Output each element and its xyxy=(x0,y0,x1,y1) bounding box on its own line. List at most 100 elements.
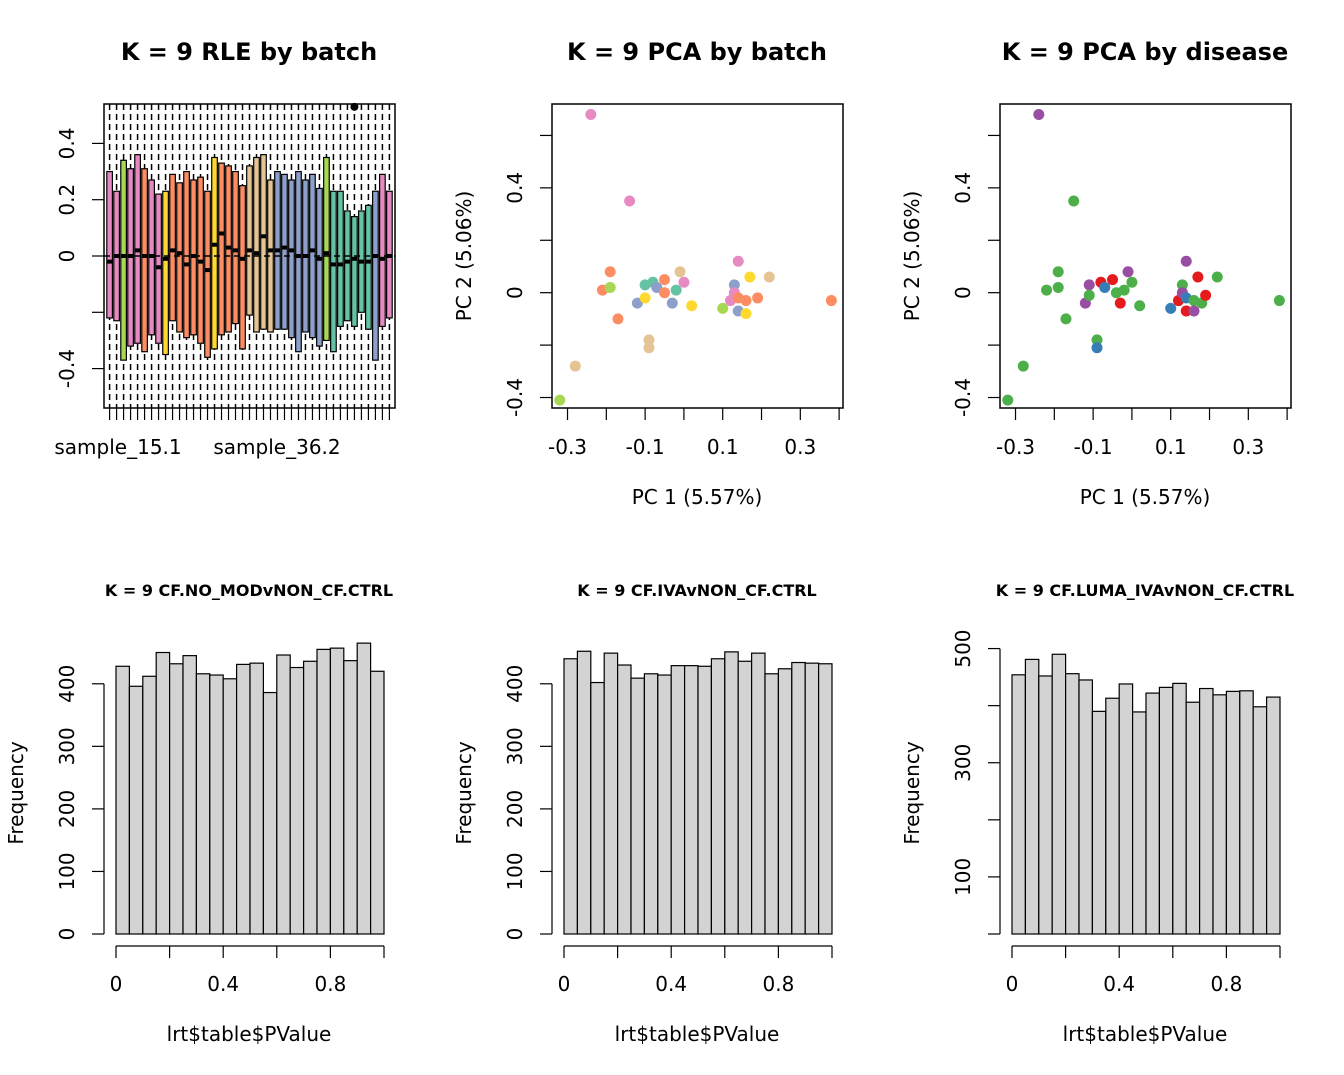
pca-point xyxy=(740,295,752,307)
histogram-bar xyxy=(683,665,699,935)
hist-x-tick-label: 0 xyxy=(558,972,571,996)
hist-iva-bars xyxy=(563,650,833,935)
rle-box xyxy=(344,210,351,322)
pca-point xyxy=(678,276,690,288)
pca-point xyxy=(643,334,655,346)
pca-point xyxy=(1176,279,1188,291)
pca-batch-panel: K = 9 PCA by batch -0.3 -0.1 0.1 0.3 -0.4 0 0.… xyxy=(452,38,844,509)
hist-iva-panel: K = 9 CF.IVAvNON_CF.CTRL 0 0.4 0.8 0 100 200 3… xyxy=(452,581,833,1046)
pca-disease-marks xyxy=(1002,108,1285,406)
rle-box xyxy=(211,156,218,350)
pca-batch-title: K = 9 PCA by batch xyxy=(567,38,827,66)
histogram-bar xyxy=(356,642,372,935)
rle-box xyxy=(365,204,372,330)
histogram-bar xyxy=(262,691,278,935)
histogram-bar xyxy=(710,658,726,935)
pca-disease-xlabel: PC 1 (5.57%) xyxy=(1080,485,1211,509)
pca-y-tick-label: 0.4 xyxy=(503,172,527,204)
pca-disease-axes: -0.3 -0.1 0.1 0.3 -0.4 0 0.4 xyxy=(951,134,1288,459)
pca-point xyxy=(674,266,686,278)
rle-box xyxy=(379,173,386,327)
pca-x-tick-label: -0.3 xyxy=(548,435,587,459)
pca-point xyxy=(740,308,752,320)
hist-iva-xlabel: lrt$table$PValue xyxy=(615,1022,780,1046)
pca-point xyxy=(659,274,671,286)
rle-box xyxy=(288,179,295,339)
pca-x-tick-label: 0.3 xyxy=(784,435,816,459)
rle-y-tick-label: 0.2 xyxy=(55,184,79,216)
hist-y-tick-label: 500 xyxy=(951,629,975,667)
histogram-bar xyxy=(115,665,130,935)
histogram-bar xyxy=(1265,696,1281,935)
pca-point xyxy=(1118,284,1130,296)
pca-point xyxy=(1091,342,1103,354)
pca-batch-axes: -0.3 -0.1 0.1 0.3 -0.4 0 0.4 xyxy=(503,134,840,459)
rle-box xyxy=(162,190,169,356)
hist-luma-iva-axes: 0 0.4 0.8 100 300 500 xyxy=(951,629,1281,996)
hist-iva-title: K = 9 CF.IVAvNON_CF.CTRL xyxy=(577,581,817,600)
pca-point xyxy=(659,287,671,299)
hist-no-mod-title: K = 9 CF.NO_MODvNON_CF.CTRL xyxy=(105,581,393,600)
pca-point xyxy=(686,300,698,312)
pca-point xyxy=(728,279,740,291)
rle-box xyxy=(120,159,127,361)
hist-iva-ylabel: Frequency xyxy=(452,741,476,844)
histogram-bar xyxy=(1131,711,1147,935)
hist-no-mod-axes: 0 0.4 0.8 0 100 200 300 400 xyxy=(55,665,385,996)
histogram-bar xyxy=(1198,687,1214,935)
hist-x-tick-label: 0 xyxy=(1006,972,1019,996)
histogram-bar xyxy=(1239,690,1254,935)
hist-y-tick-label: 100 xyxy=(503,852,527,890)
hist-no-mod-xlabel: lrt$table$PValue xyxy=(167,1022,332,1046)
rle-box xyxy=(232,170,239,325)
rle-box xyxy=(204,190,211,358)
histogram-bar xyxy=(1011,674,1026,935)
hist-y-tick-label: 200 xyxy=(503,790,527,828)
histogram-bar xyxy=(764,673,779,935)
pca-x-tick-label: 0.3 xyxy=(1232,435,1264,459)
rle-box xyxy=(323,156,330,342)
pca-point xyxy=(631,297,643,309)
pca-point xyxy=(752,292,764,304)
rle-title: K = 9 RLE by batch xyxy=(121,38,377,66)
hist-y-tick-label: 100 xyxy=(55,852,79,890)
histogram-bar xyxy=(657,674,672,935)
pca-point xyxy=(1180,255,1192,267)
hist-y-tick-label: 100 xyxy=(951,858,975,896)
histogram-bar xyxy=(303,660,318,935)
hist-y-tick-label: 400 xyxy=(55,665,79,703)
hist-y-tick-label: 400 xyxy=(503,665,527,703)
histogram-bar xyxy=(1252,706,1268,935)
histogram-bar xyxy=(155,651,171,935)
histogram-bar xyxy=(128,685,144,935)
pca-point xyxy=(585,108,597,120)
rle-box xyxy=(372,190,379,361)
histogram-bar xyxy=(329,647,345,935)
histogram-bar xyxy=(209,674,224,935)
hist-luma-iva-title: K = 9 CF.LUMA_IVAvNON_CF.CTRL xyxy=(996,581,1294,600)
rle-axes: sample_15.1 sample_36.2 -0.4 0 0.2 0.4 xyxy=(54,128,391,459)
hist-x-tick-label: 0.4 xyxy=(207,972,239,996)
pca-point xyxy=(1273,295,1285,307)
pca-point xyxy=(1180,305,1192,317)
pca-point xyxy=(1033,108,1045,120)
histogram-bar xyxy=(195,673,211,935)
histogram-bar xyxy=(1212,694,1227,935)
histogram-bar xyxy=(169,663,184,935)
pca-x-tick-label: -0.3 xyxy=(996,435,1035,459)
pca-disease-ylabel: PC 2 (5.06%) xyxy=(900,191,924,322)
rle-outlier xyxy=(350,102,359,111)
pca-point xyxy=(1068,195,1080,207)
pca-point xyxy=(604,266,616,278)
rle-panel: K = 9 RLE by batch sample_15.1 sample_36.… xyxy=(54,38,396,459)
pca-point xyxy=(604,281,616,293)
rle-box xyxy=(351,215,358,327)
hist-y-tick-label: 0 xyxy=(503,928,527,941)
histogram-bar xyxy=(222,678,238,935)
pca-point xyxy=(717,302,729,314)
pca-point xyxy=(1107,274,1119,286)
rle-box xyxy=(246,165,253,316)
histogram-bar xyxy=(1078,679,1093,935)
hist-y-tick-label: 200 xyxy=(55,790,79,828)
